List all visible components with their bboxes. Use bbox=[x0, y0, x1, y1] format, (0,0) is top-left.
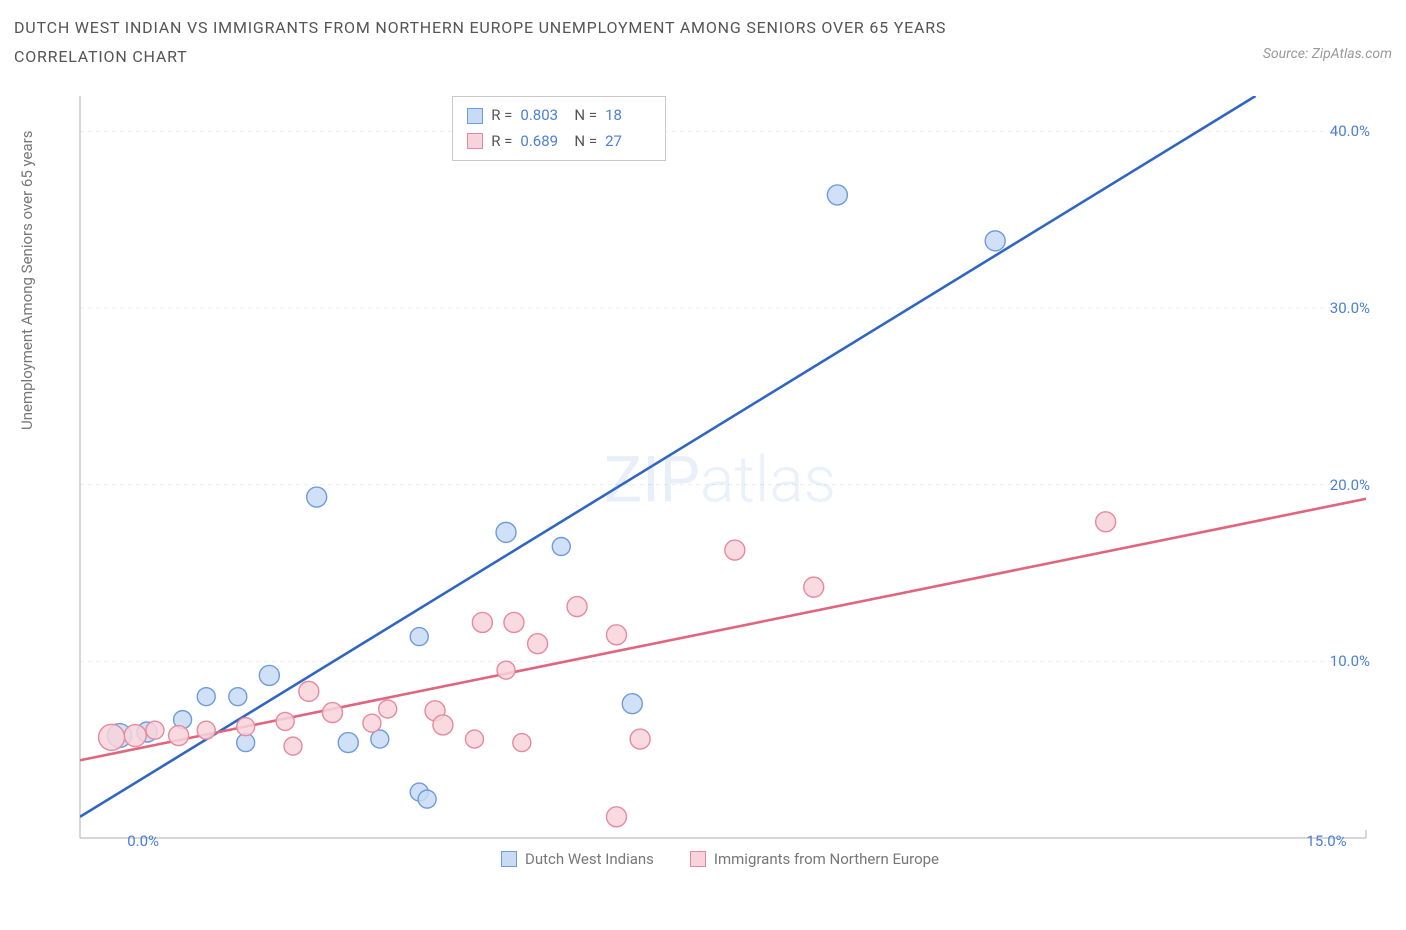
y-tick-label: 40.0% bbox=[1330, 122, 1370, 140]
y-tick-label: 10.0% bbox=[1330, 652, 1370, 670]
stats-row: R =0.689N =27 bbox=[467, 129, 651, 155]
chart-title: DUTCH WEST INDIAN VS IMMIGRANTS FROM NOR… bbox=[14, 14, 1392, 72]
y-tick-label: 30.0% bbox=[1330, 299, 1370, 317]
legend-bottom: Dutch West Indians Immigrants from North… bbox=[60, 850, 1380, 868]
stats-box: R =0.803N =18R =0.689N =27 bbox=[452, 96, 666, 161]
chart-title-line1: DUTCH WEST INDIAN VS IMMIGRANTS FROM NOR… bbox=[14, 18, 946, 37]
scatter-chart-svg bbox=[60, 90, 1380, 870]
source-credit: Source: ZipAtlas.com bbox=[1263, 46, 1392, 62]
legend-item-neuro: Immigrants from Northern Europe bbox=[690, 850, 939, 868]
y-tick-label: 20.0% bbox=[1330, 476, 1370, 494]
x-tick-label: 15.0% bbox=[1306, 832, 1346, 850]
chart-title-line2: CORRELATION CHART bbox=[14, 47, 188, 66]
y-axis-label: Unemployment Among Seniors over 65 years bbox=[18, 131, 36, 430]
plot-area: ZIPatlas R =0.803N =18R =0.689N =27 0.0%… bbox=[60, 90, 1380, 870]
legend-swatch-neuro bbox=[690, 851, 706, 867]
x-tick-label: 0.0% bbox=[127, 832, 159, 850]
legend-label-neuro: Immigrants from Northern Europe bbox=[714, 850, 939, 868]
legend-label-dutch: Dutch West Indians bbox=[525, 850, 654, 868]
legend-item-dutch: Dutch West Indians bbox=[501, 850, 654, 868]
stats-row: R =0.803N =18 bbox=[467, 103, 651, 129]
legend-swatch-dutch bbox=[501, 851, 517, 867]
